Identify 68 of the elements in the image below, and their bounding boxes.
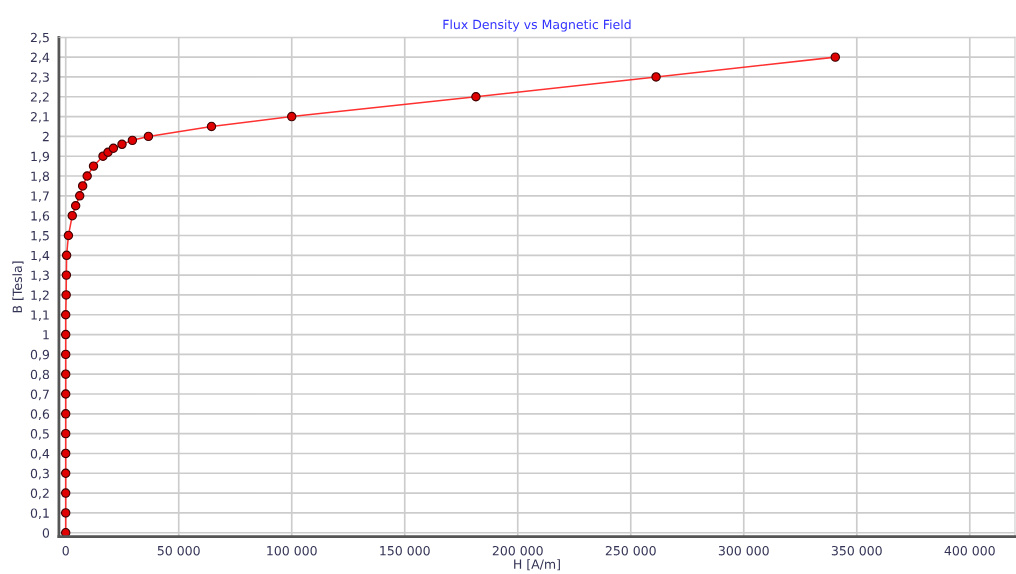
y-tick-label: 0 [42, 528, 50, 538]
point [67, 210, 77, 221]
point [206, 121, 217, 132]
point [651, 72, 661, 82]
y-tick-label: 1 [43, 330, 49, 340]
point [61, 270, 72, 280]
x-tick-label: 400 000 [944, 545, 995, 556]
point [82, 171, 92, 181]
y-tick-label: 0,9 [30, 349, 50, 361]
x-tick-label: 200 000 [492, 545, 543, 556]
point [60, 329, 71, 340]
point [88, 161, 99, 171]
point [60, 508, 71, 518]
y-tick-label: 1,8 [31, 171, 50, 183]
x-tick-label: 100 000 [267, 545, 317, 556]
point [60, 310, 71, 320]
point [60, 428, 71, 439]
point [70, 201, 81, 211]
y-tick-label: 2,4 [30, 52, 50, 64]
point [143, 131, 154, 142]
y-tick-label: 1,2 [31, 290, 49, 302]
point [60, 468, 71, 478]
point [60, 369, 71, 379]
y-tick-label: 1,9 [31, 151, 50, 163]
y-tick-label: 0,3 [30, 468, 49, 480]
y-tick-label: 0,2 [30, 488, 49, 500]
point [117, 139, 127, 150]
point [127, 135, 138, 146]
y-tick-label: 2,5 [30, 32, 49, 44]
point [287, 111, 297, 122]
y-tick-label: 1,3 [31, 270, 49, 282]
chart-title: Flux Density vs Magnetic Field [443, 19, 631, 32]
point [63, 230, 74, 241]
y-tick-label: 1,1 [31, 310, 49, 321]
point [471, 92, 481, 102]
point [60, 389, 71, 399]
point [61, 250, 72, 261]
point [60, 488, 71, 498]
point [60, 409, 71, 419]
point [61, 290, 71, 300]
point [108, 143, 119, 154]
y-tick-label: 2 [42, 131, 49, 142]
point [60, 349, 71, 360]
x-tick-label: 0 [62, 545, 69, 556]
y-tick-label: 0,6 [30, 409, 50, 421]
point [60, 448, 71, 459]
x-tick-label: 250 000 [605, 545, 656, 556]
x-tick-label: 50 000 [157, 545, 200, 556]
y-tick-label: 1,7 [31, 191, 49, 203]
y-tick-label: 1,5 [31, 231, 49, 242]
y-tick-label: 1,4 [31, 250, 50, 262]
y-axis-title: B [Tesla] [12, 261, 24, 313]
y-tick-label: 2,2 [30, 92, 49, 103]
x-tick-label: 350 000 [831, 545, 882, 556]
y-tick-label: 0,8 [30, 369, 50, 381]
x-tick-label: 150 000 [380, 545, 430, 556]
point [74, 191, 85, 201]
y-tick-label: 1,6 [31, 211, 50, 222]
point [830, 52, 841, 62]
y-tick-label: 0,7 [30, 389, 49, 401]
x-axis-title: H [A/m] [514, 559, 560, 571]
y-tick-label: 0,5 [30, 429, 49, 440]
x-tick-label: 300 000 [718, 545, 769, 556]
y-tick-label: 2,3 [30, 72, 49, 84]
y-tick-label: 0,4 [30, 448, 50, 460]
y-tick-label: 0,1 [30, 508, 49, 520]
y-tick-label: 2,1 [30, 112, 49, 123]
point [77, 181, 88, 191]
